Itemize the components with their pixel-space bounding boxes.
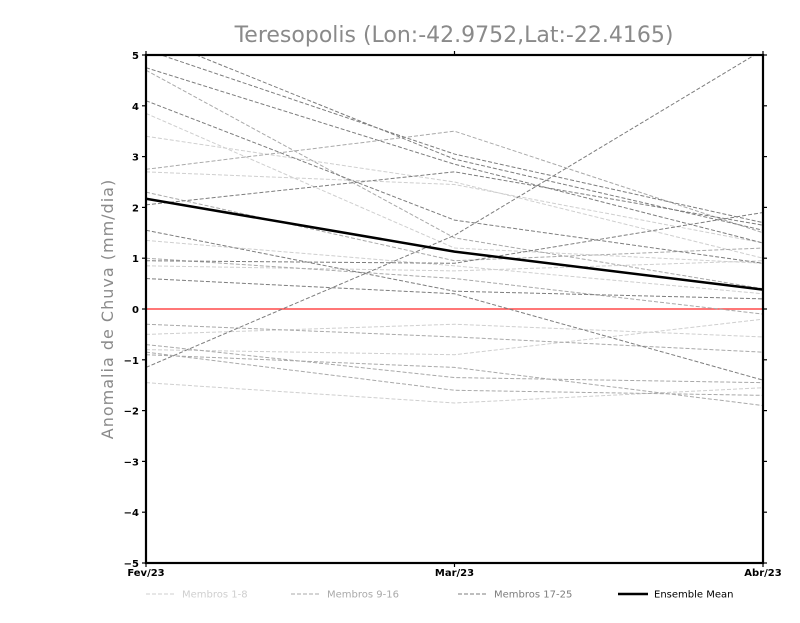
legend-label-4: Ensemble Mean [654, 590, 733, 601]
member-line-8 [146, 260, 763, 272]
legend-label-2: Membros 9-16 [327, 590, 399, 601]
y-tick-label: 5 [132, 51, 139, 62]
member-line-3 [146, 171, 763, 244]
member-line-18 [159, 55, 763, 224]
plot-marks: −5 −4 −3 −2 −1 0 1 2 3 4 5 Fev/23 Mar/23 Abr/23 [124, 51, 782, 579]
member-line-10 [146, 69, 763, 290]
member-line-9 [146, 130, 763, 234]
member-line-17 [195, 55, 763, 231]
ensemble-mean-line [146, 197, 763, 291]
x-tick-label: Mar/23 [435, 568, 474, 579]
chart-title: Teresopolis (Lon:-42.9752,Lat:-22.4165) [234, 23, 674, 48]
member-line-21 [146, 171, 763, 226]
y-tick-label: 4 [132, 102, 139, 113]
plot-area [146, 55, 763, 407]
legend-label-1: Membros 1-8 [182, 590, 248, 601]
y-tick-label: −1 [124, 356, 139, 367]
y-tick-label: 3 [132, 153, 139, 164]
member-line-16 [146, 351, 763, 396]
member-line-19 [146, 67, 763, 244]
member-line-2 [146, 135, 763, 259]
y-tick-label: −2 [124, 407, 139, 418]
y-tick-label: −3 [124, 457, 139, 468]
y-tick-label: −4 [124, 508, 139, 519]
member-line-22 [146, 229, 763, 300]
member-line-20 [146, 100, 763, 264]
y-tick-label: 1 [132, 254, 139, 265]
member-line-12 [146, 257, 763, 315]
x-tick-label: Abr/23 [744, 568, 781, 579]
member-line-25 [146, 278, 763, 381]
legend-label-3: Membros 17-25 [494, 590, 572, 601]
member-line-13 [146, 323, 763, 353]
member-line-5 [146, 323, 763, 338]
legend: Membros 1-8 Membros 9-16 Membros 17-25 Ense… [146, 590, 733, 601]
y-tick-label: 0 [132, 305, 139, 316]
member-line-1 [146, 112, 763, 264]
y-tick-label: −5 [124, 559, 139, 570]
member-line-15 [146, 354, 763, 407]
member-line-24 [146, 55, 756, 368]
member-line-23 [146, 211, 763, 264]
x-tick-label: Fev/23 [127, 568, 164, 579]
member-line-14 [146, 344, 763, 384]
member-line-4 [146, 239, 763, 295]
member-line-7 [146, 382, 763, 404]
y-tick-label: 2 [132, 203, 139, 214]
member-line-6 [146, 318, 763, 356]
y-axis-label: Anomalia de Chuva (mm/dia) [98, 179, 117, 439]
member-line-11 [146, 191, 763, 262]
